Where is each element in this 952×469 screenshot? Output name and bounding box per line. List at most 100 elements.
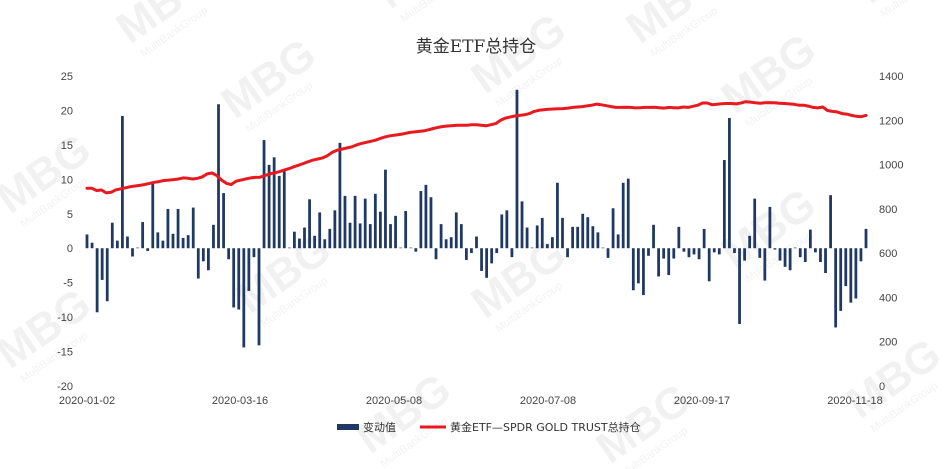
bar-mark: [647, 248, 650, 256]
right-tick-label: 200: [879, 337, 897, 349]
bar-mark: [470, 248, 473, 254]
left-axis-ticks: -20 -15 -10 -5 0 5 10 15 20 25: [57, 71, 73, 393]
bar-mark: [480, 248, 483, 271]
bar-mark: [136, 247, 139, 249]
bar-mark: [854, 248, 858, 299]
bar-mark: [131, 248, 134, 257]
bar-mark: [530, 247, 534, 249]
bar-mark: [368, 224, 372, 249]
bar-mark: [834, 248, 838, 328]
bar-mark: [616, 234, 620, 249]
bar-mark: [743, 248, 746, 261]
bar-mark: [778, 248, 782, 261]
bar-mark: [758, 248, 762, 258]
bar-mark: [90, 242, 94, 249]
bar-mark: [389, 224, 392, 249]
bar-mark: [242, 248, 246, 348]
bar-mark: [702, 228, 706, 249]
legend-label-line: 黄金ETF—SPDR GOLD TRUST总持仓: [450, 420, 641, 434]
bar-mark: [601, 247, 605, 249]
bar-mark: [808, 229, 812, 249]
bar-mark: [515, 89, 519, 249]
bar-mark: [121, 115, 124, 249]
bar-mark: [824, 248, 827, 274]
bar-mark: [105, 248, 109, 302]
x-tick-label: 2020-03-16: [212, 395, 268, 407]
bar-mark: [414, 248, 418, 252]
left-tick-label: -20: [57, 381, 73, 393]
bar-mark: [803, 248, 807, 262]
bar-mark: [237, 248, 241, 310]
bar-mark: [677, 226, 681, 249]
bar-mark: [652, 224, 655, 249]
bar-mark: [222, 193, 225, 249]
bar-mark: [672, 248, 676, 259]
bar-mark: [717, 248, 721, 255]
bar-mark: [581, 213, 585, 249]
bar-mark: [591, 226, 595, 249]
bar-mark: [126, 236, 129, 249]
bar-mark: [712, 248, 716, 253]
bar-mark: [303, 227, 306, 249]
right-tick-label: 800: [879, 204, 897, 216]
bar-mark: [328, 228, 332, 249]
legend: 变动值 黄金ETF—SPDR GOLD TRUST总持仓: [337, 420, 641, 434]
bar-mark: [454, 212, 458, 249]
bar-mark: [156, 232, 160, 249]
bar-mark: [110, 222, 114, 249]
bar-mark: [819, 248, 822, 262]
bar-mark: [298, 238, 301, 249]
bar-mark: [596, 232, 600, 249]
bar-mark: [798, 248, 802, 258]
bar-mark: [439, 224, 443, 249]
bar-mark: [667, 248, 671, 276]
right-axis-ticks: 0 200 400 600 800 1000 1200 1400: [879, 71, 903, 393]
bar-mark: [738, 248, 741, 324]
left-tick-label: 5: [67, 209, 73, 221]
bar-mark: [282, 171, 286, 249]
bar-mark: [586, 217, 590, 249]
left-tick-label: 25: [61, 71, 73, 83]
bar-mark: [520, 201, 524, 249]
left-tick-label: 0: [67, 243, 73, 255]
bar-mark: [323, 239, 327, 249]
x-tick-label: 2020-07-08: [520, 395, 576, 407]
bar-mark: [707, 248, 711, 282]
bar-mark: [662, 248, 666, 259]
right-tick-label: 1400: [879, 71, 903, 83]
bar-mark: [252, 248, 256, 258]
bar-mark: [181, 237, 185, 249]
bar-mark: [161, 240, 165, 249]
bar-mark: [839, 248, 843, 311]
bar-mark: [748, 235, 752, 249]
line-series-path: [85, 100, 868, 195]
bar-mark: [722, 160, 726, 249]
bar-mark: [495, 248, 499, 254]
bar-mark: [333, 210, 337, 249]
bar-mark: [313, 235, 317, 249]
bar-mark: [267, 164, 271, 249]
bar-mark: [793, 247, 797, 249]
bar-mark: [849, 248, 853, 303]
bar-mark: [212, 224, 215, 249]
bar-mark: [384, 169, 387, 249]
bar-mark: [561, 217, 564, 249]
bar-mark: [621, 182, 625, 249]
bar-mark: [535, 225, 539, 249]
bar-mark: [95, 248, 99, 313]
bar-mark: [550, 237, 554, 249]
bar-mark: [773, 248, 777, 250]
bar-mark: [262, 140, 266, 249]
bar-mark: [631, 248, 635, 291]
x-tick-label: 2020-09-17: [674, 395, 730, 407]
bar-mark: [459, 224, 463, 249]
bar-mark: [525, 227, 529, 249]
right-tick-label: 0: [879, 381, 885, 393]
bar-mark: [176, 208, 180, 249]
bar-mark: [859, 248, 863, 262]
bar-mark: [429, 197, 433, 249]
